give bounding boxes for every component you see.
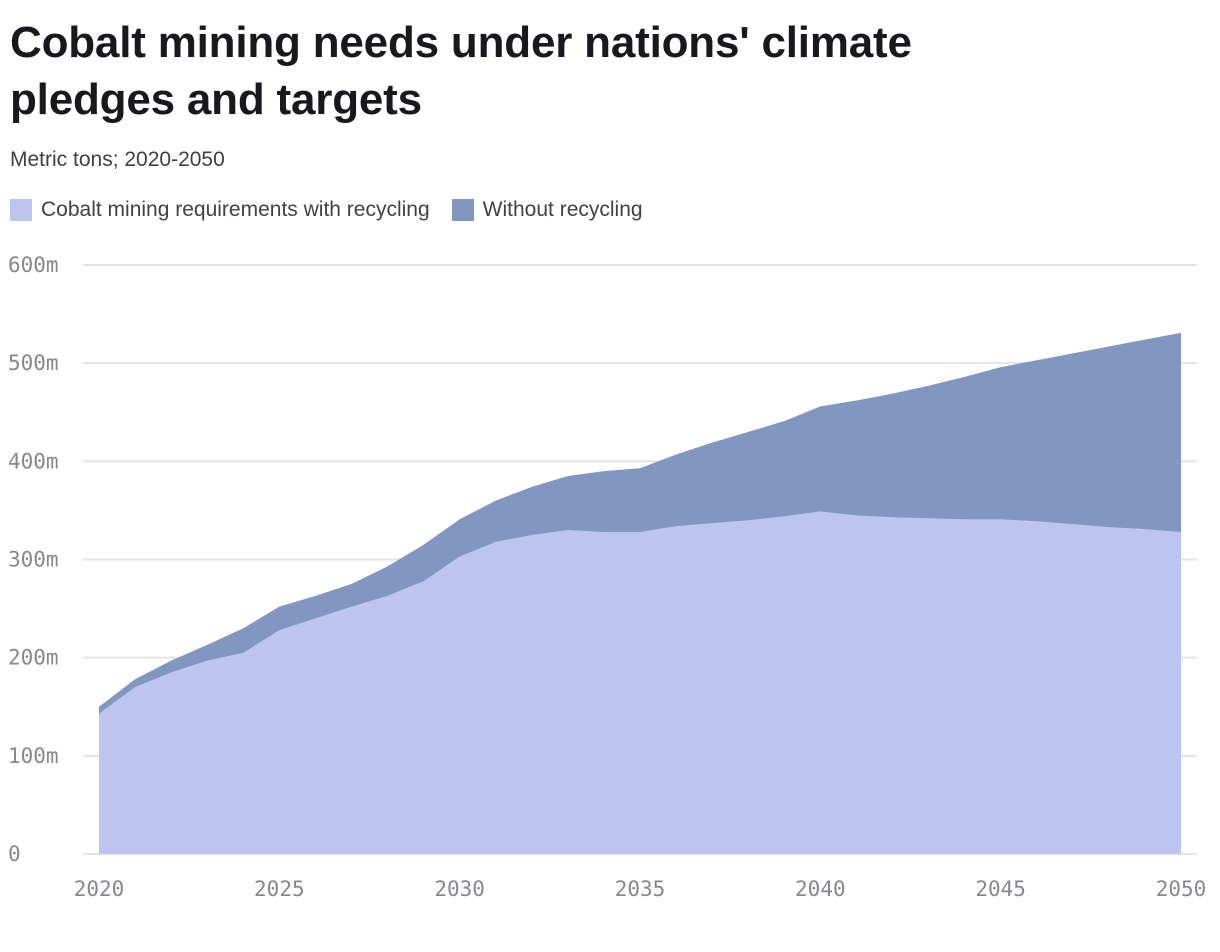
area-with-recycling bbox=[99, 511, 1181, 855]
x-axis-tick-label: 2050 bbox=[1156, 877, 1207, 901]
page-title: Cobalt mining needs under nations' clima… bbox=[10, 18, 912, 125]
x-axis-tick-label: 2020 bbox=[74, 877, 125, 901]
legend-label-without-recycling: Without recycling bbox=[482, 198, 643, 222]
y-axis-tick-label: 300m bbox=[8, 548, 59, 572]
x-axis-tick-label: 2025 bbox=[254, 877, 305, 901]
y-axis-tick-label: 100m bbox=[8, 744, 59, 768]
legend-swatch-with-recycling bbox=[10, 199, 32, 222]
x-axis-tick-label: 2045 bbox=[975, 877, 1026, 901]
area-chart: 0 100m 200m 300m 400m 500m 600m 2020 2025 2030 203… bbox=[8, 253, 1207, 901]
y-axis-tick-label: 200m bbox=[8, 646, 59, 670]
legend-label-with-recycling: Cobalt mining requirements with recyclin… bbox=[41, 198, 430, 222]
chart-legend: Cobalt mining requirements with recyclin… bbox=[0, 198, 1220, 222]
legend-item-with-recycling: Cobalt mining requirements with recyclin… bbox=[10, 198, 430, 222]
y-axis-tick-label: 400m bbox=[8, 450, 59, 474]
x-axis-tick-label: 2030 bbox=[434, 877, 485, 901]
y-axis-tick-label: 600m bbox=[8, 253, 59, 277]
x-axis-tick-label: 2035 bbox=[615, 877, 666, 901]
legend-item-without-recycling: Without recycling bbox=[451, 198, 643, 222]
legend-swatch-without-recycling bbox=[451, 199, 474, 222]
chart-subtitle: Metric tons; 2020-2050 bbox=[10, 148, 225, 172]
y-axis-tick-label: 500m bbox=[8, 352, 59, 376]
x-axis-tick-label: 2040 bbox=[795, 877, 846, 901]
y-axis-tick-label: 0 bbox=[8, 842, 21, 866]
